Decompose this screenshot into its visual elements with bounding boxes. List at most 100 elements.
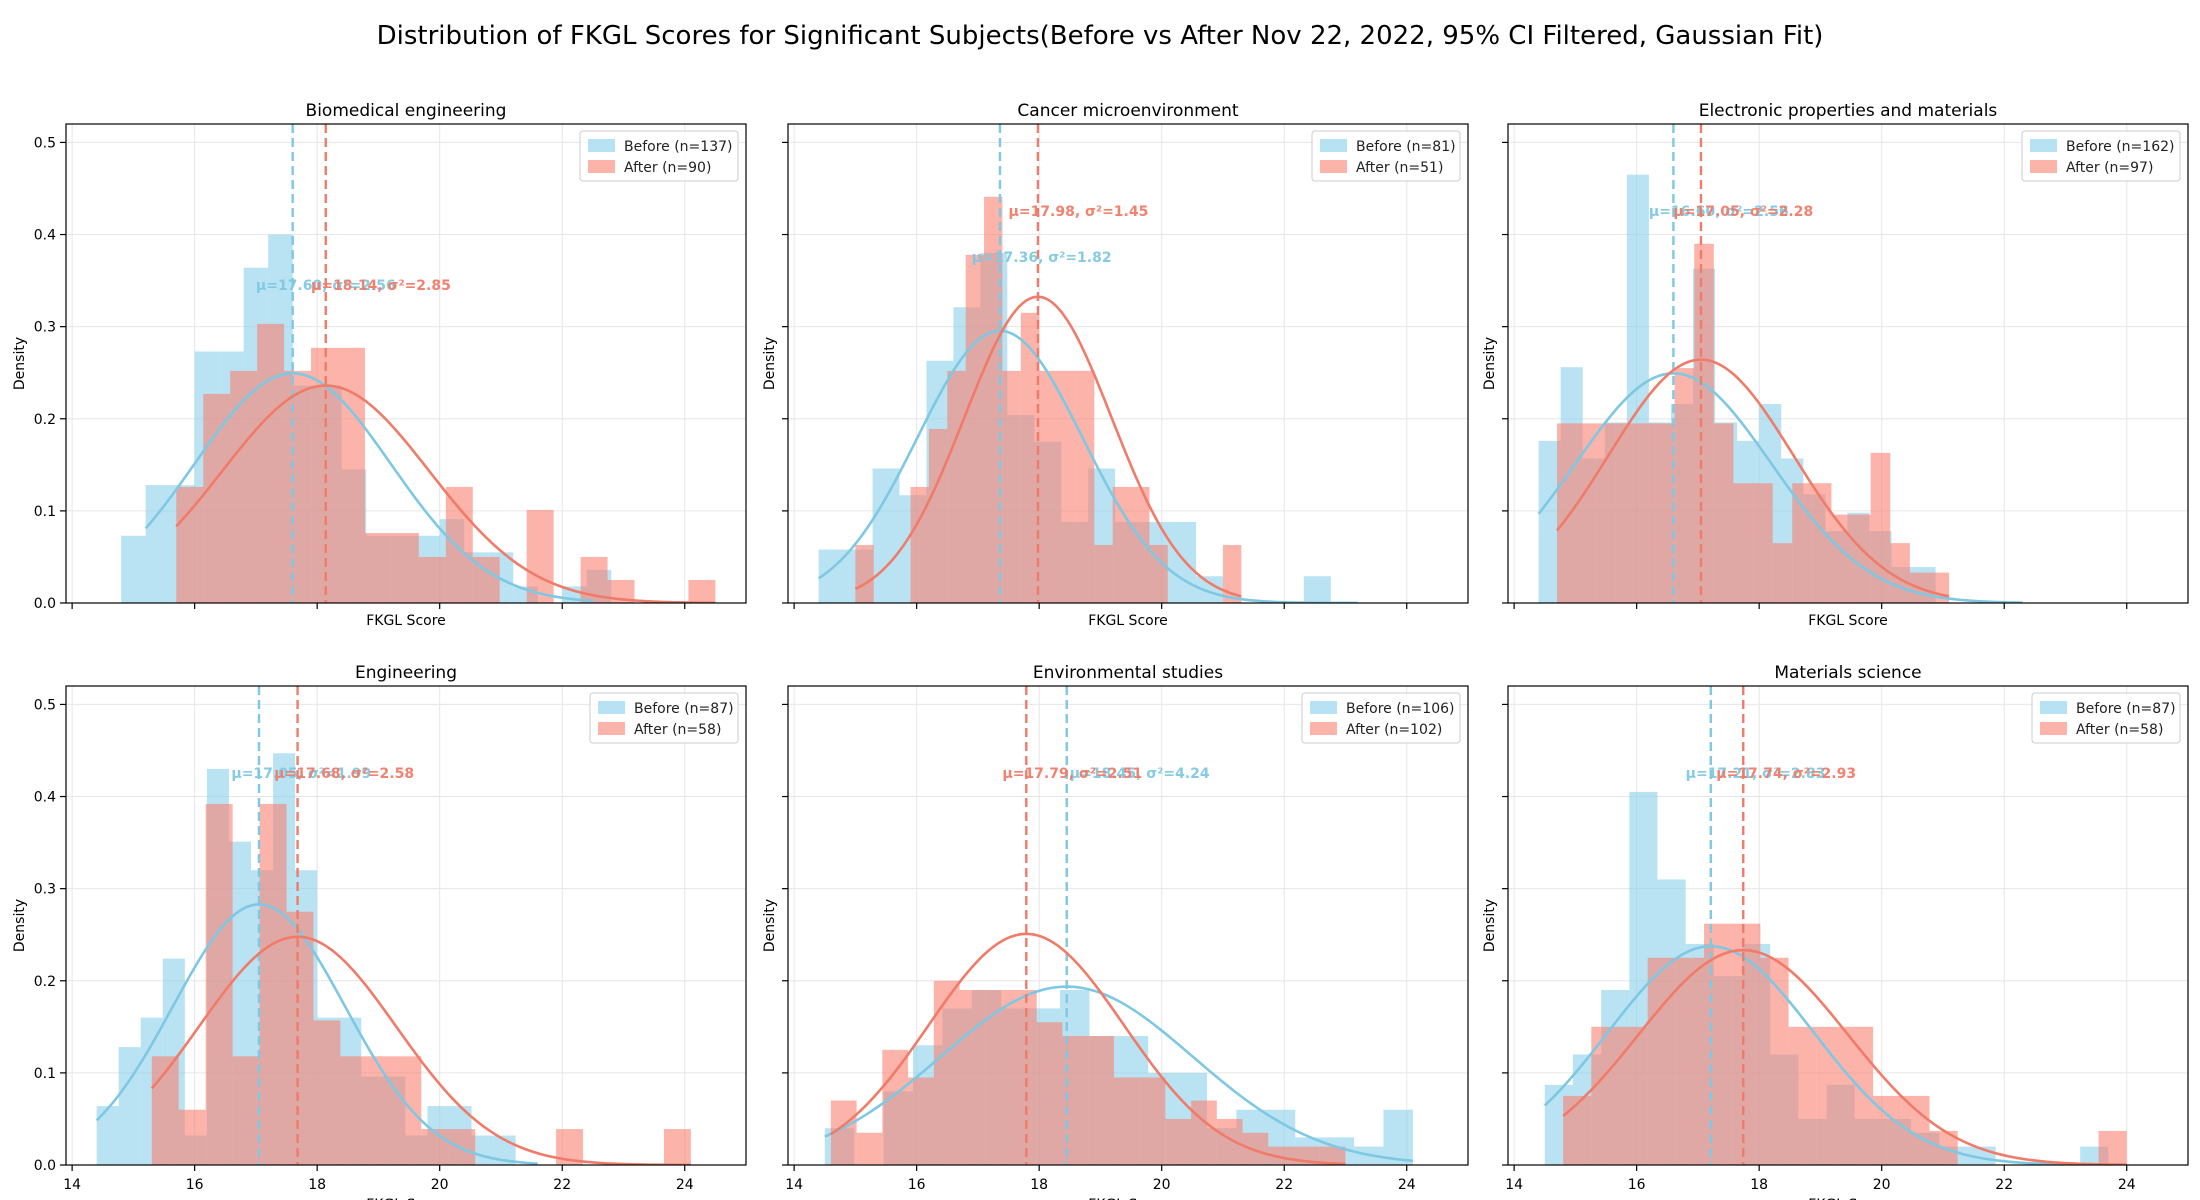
legend-label-before: Before (n=87): [634, 701, 734, 717]
axes-frame: [787, 123, 1469, 604]
histogram-bar-after: [421, 1129, 449, 1165]
histogram-bar-before: [121, 535, 146, 603]
plot-content: [824, 686, 1413, 1165]
legend-swatch-after: [1320, 160, 1347, 173]
x-tick-label: 20: [431, 1177, 449, 1193]
panel-title: Electronic properties and materials: [1699, 101, 1998, 121]
histogram-bar-after: [230, 370, 258, 603]
gaussian-fit-after: [175, 384, 716, 603]
legend-box: [579, 130, 739, 182]
y-tick-label: 0.5: [34, 135, 56, 151]
histogram-bar-after: [311, 347, 338, 603]
legend-swatch-after: [588, 160, 615, 173]
x-axis-label: FKGL Score: [1808, 613, 1888, 629]
panel-title: Environmental studies: [1033, 663, 1223, 683]
histogram-bar-after: [151, 1056, 179, 1165]
histogram-bar-after: [367, 1056, 395, 1165]
x-axis-label: FKGL Score: [1808, 1197, 1888, 1200]
legend-swatch-before: [1310, 701, 1337, 714]
histogram-bar-after: [1576, 423, 1597, 603]
histogram-bar-after: [1792, 483, 1812, 603]
histogram-bar-after: [1851, 514, 1871, 603]
subplot-grid: μ=17.60, σ²=2.56μ=18.14, σ²=2.85 0.0 0.1 0.…: [12, 101, 2189, 1200]
histogram-bar-after: [688, 579, 716, 603]
x-tick-label: 16: [186, 1177, 204, 1193]
legend: Before (n=106) After (n=102): [1301, 692, 1461, 744]
y-axis-label: Density: [762, 899, 778, 952]
series-after-bars: [1563, 923, 2127, 1165]
histogram-bar-after: [1139, 1077, 1166, 1165]
y-axis-label: Density: [1482, 337, 1498, 390]
histogram-bar-after: [205, 803, 233, 1165]
histogram-bar-after: [984, 196, 1003, 603]
histogram-bar-before: [1538, 440, 1561, 603]
x-axis-label: FKGL Score: [1088, 1197, 1168, 1200]
histogram-bar-after: [1831, 514, 1852, 603]
legend-swatch-after: [1310, 722, 1337, 735]
legend-box: [2021, 130, 2181, 182]
histogram-bar-after: [1563, 1095, 1592, 1165]
gaussian-fit-before: [1543, 944, 2109, 1165]
histogram-bar-after: [1131, 486, 1150, 603]
y-tick-label: 0.3: [34, 882, 56, 898]
histogram-bar-before: [96, 1106, 119, 1165]
x-tick-label: 18: [1750, 1177, 1768, 1193]
histogram-bar-after: [1039, 370, 1058, 603]
y-tick-label: 0.2: [34, 974, 56, 990]
y-tick-label: 0.1: [34, 504, 56, 520]
legend-swatch-before: [588, 139, 615, 152]
axes-frame: [65, 685, 747, 1166]
panel-biomedical-engineering: μ=17.60, σ²=2.56μ=18.14, σ²=2.85 0.0 0.1 0.…: [12, 101, 747, 629]
histogram-bar-after: [1732, 923, 1761, 1165]
histogram-bar-after: [313, 1020, 341, 1165]
histogram-bar-after: [1811, 483, 1832, 603]
histogram-bar-after: [1713, 423, 1734, 603]
gaussian-fit-after: [150, 935, 691, 1165]
histogram-bar-after: [1216, 1118, 1243, 1165]
x-tick-label: 14: [63, 1177, 81, 1193]
histogram-bar-after: [1615, 423, 1636, 603]
x-tick-label: 16: [1628, 1177, 1646, 1193]
histogram-bar-after: [286, 911, 314, 1165]
legend-box: [589, 692, 739, 744]
series-after-bars: [1557, 243, 1950, 603]
plot-content: [1537, 124, 2023, 603]
histogram-bar-after: [663, 1129, 691, 1165]
histogram-bar-after: [1112, 486, 1132, 603]
y-tick-label: 0.0: [34, 596, 56, 612]
histogram-bar-before: [1303, 576, 1331, 603]
histogram-bar-after: [2098, 1130, 2127, 1165]
y-axis-label: Density: [1482, 899, 1498, 952]
gaussian-fit-after: [1562, 948, 2127, 1165]
gaussian-fit-after: [830, 932, 1346, 1165]
y-tick-label: 0.1: [34, 1066, 56, 1082]
panel-electronic-properties-and-materials: μ=16.60, σ²=2.56μ=17.05, σ²=2.28 FKGL Sco…: [1482, 101, 2189, 629]
histogram-bar-after: [418, 556, 446, 603]
legend-swatch-after: [2040, 722, 2067, 735]
histogram-bar-after: [928, 428, 948, 603]
plot-content: [121, 124, 716, 603]
legend: Before (n=137) After (n=90): [579, 130, 739, 182]
x-tick-label: 14: [785, 1177, 803, 1193]
x-tick-label: 18: [308, 1177, 326, 1193]
panel-title: Cancer microenvironment: [1017, 101, 1239, 121]
histogram-bar-after: [855, 544, 874, 603]
histogram-bar-after: [284, 370, 312, 603]
histogram-bar-before: [1383, 1109, 1413, 1165]
histogram-bar-after: [1268, 1146, 1295, 1165]
histogram-bar-after: [394, 1056, 422, 1165]
histogram-bar-before: [118, 1047, 141, 1165]
histogram-bar-after: [1788, 1026, 1817, 1165]
legend-label-before: Before (n=81): [1356, 139, 1456, 155]
legend-label-before: Before (n=87): [2076, 701, 2176, 717]
histogram-bar-after: [1113, 1077, 1140, 1165]
y-tick-label: 0.4: [34, 790, 56, 806]
x-tick-label: 24: [676, 1177, 694, 1193]
histogram-bar-after: [908, 1077, 934, 1165]
legend: Before (n=87) After (n=58): [2031, 692, 2181, 744]
legend-label-before: Before (n=162): [2066, 139, 2174, 155]
histogram-bar-after: [1191, 1100, 1217, 1165]
histogram-bar-after: [1647, 957, 1676, 1165]
annotation-before: μ=18.45, σ²=4.24: [1070, 766, 1210, 782]
annotation-after: μ=18.14, σ²=2.85: [311, 278, 451, 294]
